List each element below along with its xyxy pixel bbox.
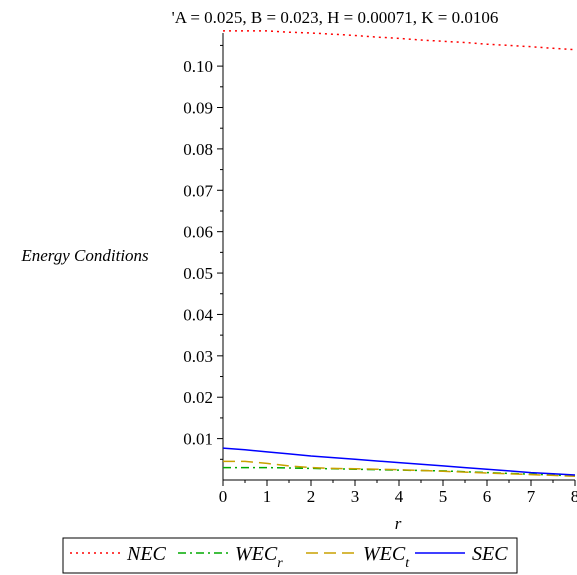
legend-label-subscript: t bbox=[405, 556, 410, 571]
legend-label-subscript: r bbox=[277, 556, 283, 571]
y-axis-label: Energy Conditions bbox=[20, 246, 149, 265]
legend-label-wec-t: WECt bbox=[363, 543, 410, 571]
legend-label-sec: SEC bbox=[472, 543, 508, 565]
x-tick-label: 7 bbox=[527, 487, 536, 506]
legend-box bbox=[62, 537, 518, 574]
series-line-nec bbox=[223, 30, 576, 51]
legend-label-wec-r: WECr bbox=[235, 543, 283, 571]
plot-lines bbox=[222, 30, 576, 478]
chart-title: 'A = 0.025, B = 0.023, H = 0.00071, K = … bbox=[172, 8, 499, 27]
x-tick-label: 2 bbox=[307, 487, 316, 506]
series-line-sec bbox=[222, 447, 576, 476]
y-tick-label: 0.10 bbox=[183, 57, 213, 76]
x-tick-label: 8 bbox=[571, 487, 577, 506]
x-tick-label: 5 bbox=[439, 487, 448, 506]
y-tick-label: 0.08 bbox=[183, 140, 213, 159]
y-tick-label: 0.04 bbox=[183, 305, 213, 324]
x-axis-label: r bbox=[395, 514, 402, 533]
x-tick-label: 6 bbox=[483, 487, 492, 506]
y-tick-label: 0.02 bbox=[183, 388, 213, 407]
x-tick-label: 4 bbox=[395, 487, 404, 506]
y-tick-label: 0.09 bbox=[183, 99, 213, 118]
legend: NEC WECr WECt SEC bbox=[62, 537, 518, 574]
legend-label-nec: NEC bbox=[126, 543, 167, 565]
legend-label-main: SEC bbox=[472, 543, 508, 565]
legend-label-main: NEC bbox=[126, 543, 167, 565]
legend-label-main: WEC bbox=[363, 543, 406, 565]
y-tick-label: 0.05 bbox=[183, 264, 213, 283]
x-tick-label: 0 bbox=[219, 487, 228, 506]
x-tick-label: 3 bbox=[351, 487, 360, 506]
y-tick-label: 0.03 bbox=[183, 347, 213, 366]
y-tick-label: 0.06 bbox=[183, 223, 213, 242]
series-line-wec-t bbox=[223, 460, 576, 478]
y-tick-label: 0.01 bbox=[183, 430, 213, 449]
y-tick-label: 0.07 bbox=[183, 181, 213, 200]
axes: 0 1 2 3 4 5 6 7 8 0.01 0.02 0.03 0.04 0.05 0.06 0.07 0.0… bbox=[183, 33, 577, 506]
x-tick-label: 1 bbox=[263, 487, 272, 506]
legend-label-main: WEC bbox=[235, 543, 278, 565]
